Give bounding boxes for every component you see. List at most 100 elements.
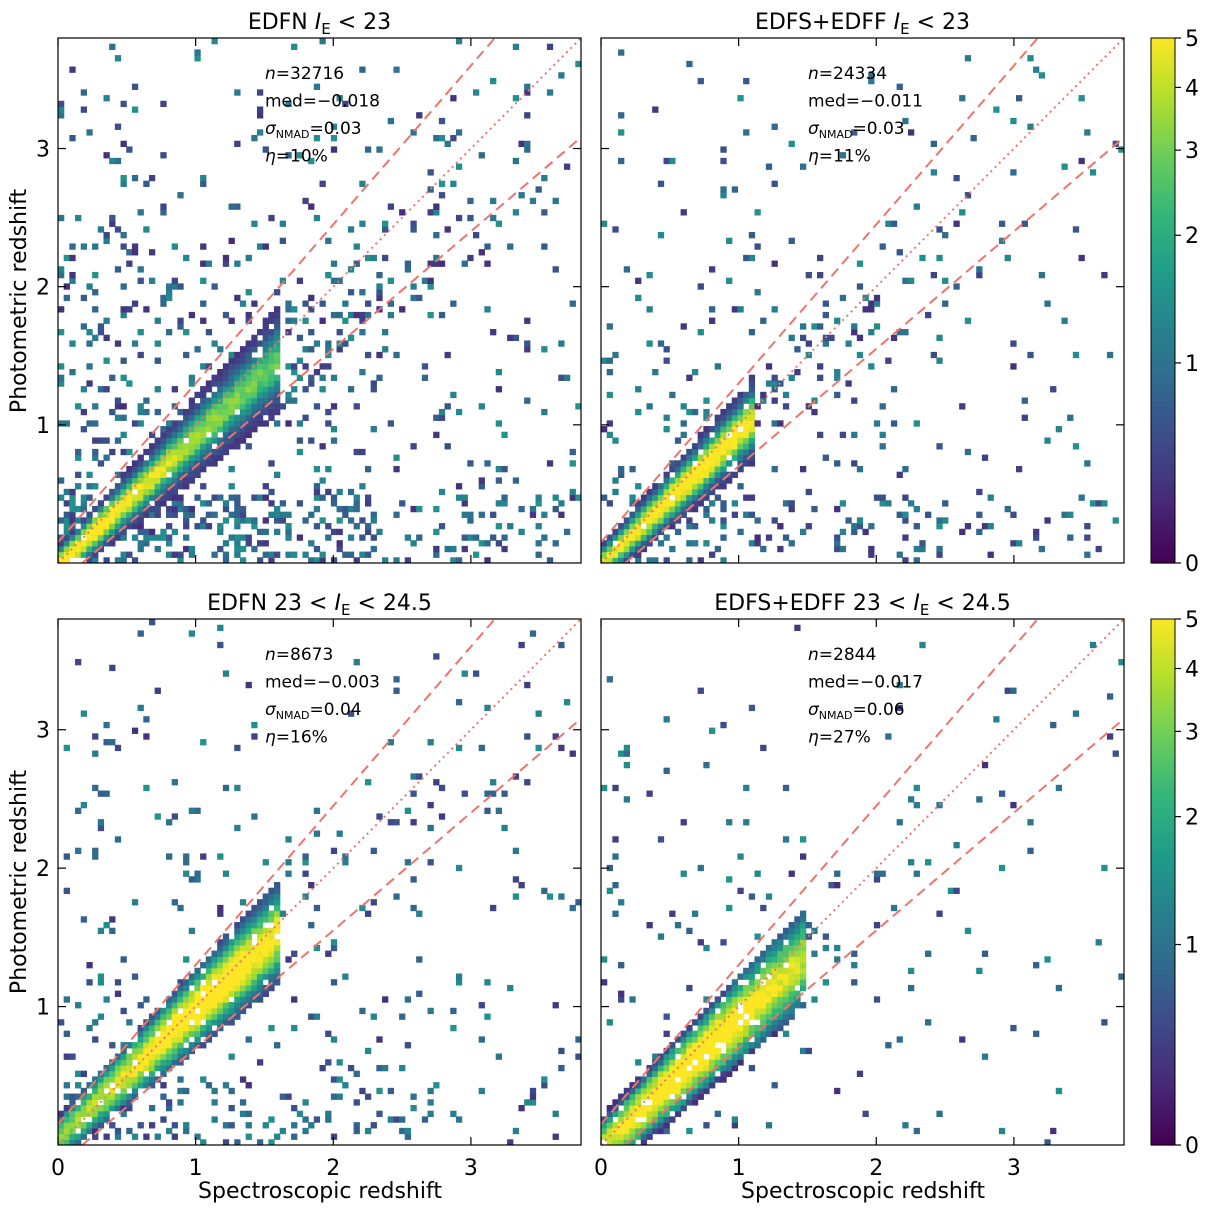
heatmap-bin (194, 465, 201, 473)
heatmap-bin (709, 1059, 716, 1066)
heatmap-bin (222, 939, 230, 946)
heatmap-bin (211, 403, 218, 410)
heatmap-bin (535, 540, 542, 547)
heatmap-bin (217, 545, 224, 553)
heatmap-bin (325, 237, 332, 245)
heatmap-bin (507, 523, 514, 530)
heatmap-bin (640, 1127, 648, 1135)
heatmap-bin (754, 403, 761, 410)
heatmap-bin (885, 1042, 892, 1049)
heatmap-bin (743, 1042, 750, 1049)
heatmap-bin (691, 523, 699, 530)
heatmap-bin (799, 1047, 807, 1055)
heatmap-bin (296, 500, 304, 507)
heatmap-bin (234, 939, 241, 946)
stat-sigma-nmad: σNMAD=0.03 (808, 119, 905, 141)
heatmap-bin (714, 1053, 721, 1060)
heatmap-bin (896, 819, 903, 826)
heatmap-bin (86, 517, 93, 524)
heatmap-bin (788, 967, 795, 975)
heatmap-bin (606, 1110, 613, 1118)
colorbar-segment (1151, 379, 1175, 385)
heatmap-bin (160, 471, 167, 479)
heatmap-bin (274, 962, 281, 969)
heatmap-bin (285, 511, 292, 518)
heatmap-bin (114, 1070, 122, 1077)
heatmap-bin (794, 962, 801, 969)
heatmap-bin (726, 904, 733, 912)
heatmap-bin (947, 887, 955, 895)
heatmap-bin (501, 534, 508, 541)
colorbar-segment (1151, 462, 1175, 468)
heatmap-bin (663, 494, 670, 501)
stat-n: n=32716 (265, 64, 344, 84)
heatmap-bin (234, 540, 241, 547)
heatmap-bin (256, 397, 264, 404)
heatmap-bin (760, 1007, 767, 1015)
heatmap-bin (291, 551, 298, 558)
heatmap-bin (97, 329, 105, 336)
heatmap-bin (686, 477, 693, 484)
heatmap-bin (200, 984, 207, 992)
heatmap-bin (663, 1122, 670, 1129)
colorbar-tick-label: 4 (1185, 658, 1199, 683)
heatmap-bin (703, 540, 710, 547)
heatmap-bin (663, 534, 670, 541)
heatmap-bin (726, 1024, 733, 1032)
heatmap-bin (137, 488, 144, 496)
heatmap-bin (669, 1070, 676, 1077)
heatmap-bin (601, 979, 608, 986)
heatmap-bin (325, 1059, 332, 1066)
heatmap-bin (919, 540, 926, 547)
heatmap-bin (313, 488, 321, 496)
colorbar-tick-label: 1 (1185, 934, 1199, 959)
heatmap-bin (652, 517, 659, 524)
heatmap-bin (103, 1093, 110, 1100)
heatmap-bin (737, 853, 744, 860)
heatmap-bin (942, 232, 949, 239)
y-tick-label: 1 (36, 414, 50, 439)
heatmap-bin (97, 979, 105, 986)
heatmap-bin (239, 437, 247, 444)
heatmap-bin (137, 477, 144, 484)
heatmap-bin (137, 465, 144, 473)
heatmap-bin (640, 1110, 648, 1118)
heatmap-bin (856, 334, 864, 342)
colorbar-segment (1151, 510, 1175, 516)
heatmap-bin (646, 1133, 653, 1140)
heatmap-bin (205, 1019, 213, 1026)
heatmap-bin (777, 996, 784, 1003)
heatmap-bin (714, 545, 721, 553)
colorbar-segment (1151, 864, 1175, 870)
heatmap-bin (606, 557, 613, 563)
heatmap-bin (268, 899, 275, 906)
heatmap-bin (92, 1099, 99, 1106)
heatmap-bin (444, 443, 451, 450)
heatmap-bin (873, 996, 881, 1003)
heatmap-bin (109, 43, 116, 51)
heatmap-bin (120, 494, 127, 501)
heatmap-bin (737, 1047, 744, 1055)
heatmap-bin (663, 517, 670, 524)
heatmap-bin (262, 363, 269, 370)
heatmap-bin (1078, 494, 1085, 501)
heatmap-bin (239, 414, 247, 421)
heatmap-bin (765, 990, 773, 997)
heatmap-bin (188, 374, 196, 381)
colorbar-segment (1151, 890, 1175, 896)
heatmap-bin (461, 534, 468, 541)
heatmap-bin (851, 129, 858, 136)
heatmap-bin (114, 403, 122, 410)
heatmap-bin (234, 426, 241, 433)
heatmap-bin (171, 448, 178, 456)
heatmap-bin (359, 329, 366, 336)
heatmap-bin (75, 505, 82, 513)
heatmap-bin (228, 391, 235, 399)
heatmap-bin (336, 1076, 343, 1083)
colorbar-tick-label: 5 (1185, 608, 1199, 633)
heatmap-bin (274, 910, 281, 917)
heatmap-bin (336, 488, 343, 496)
heatmap-bin (120, 357, 127, 364)
heatmap-bin (737, 437, 744, 444)
heatmap-bin (200, 243, 207, 250)
